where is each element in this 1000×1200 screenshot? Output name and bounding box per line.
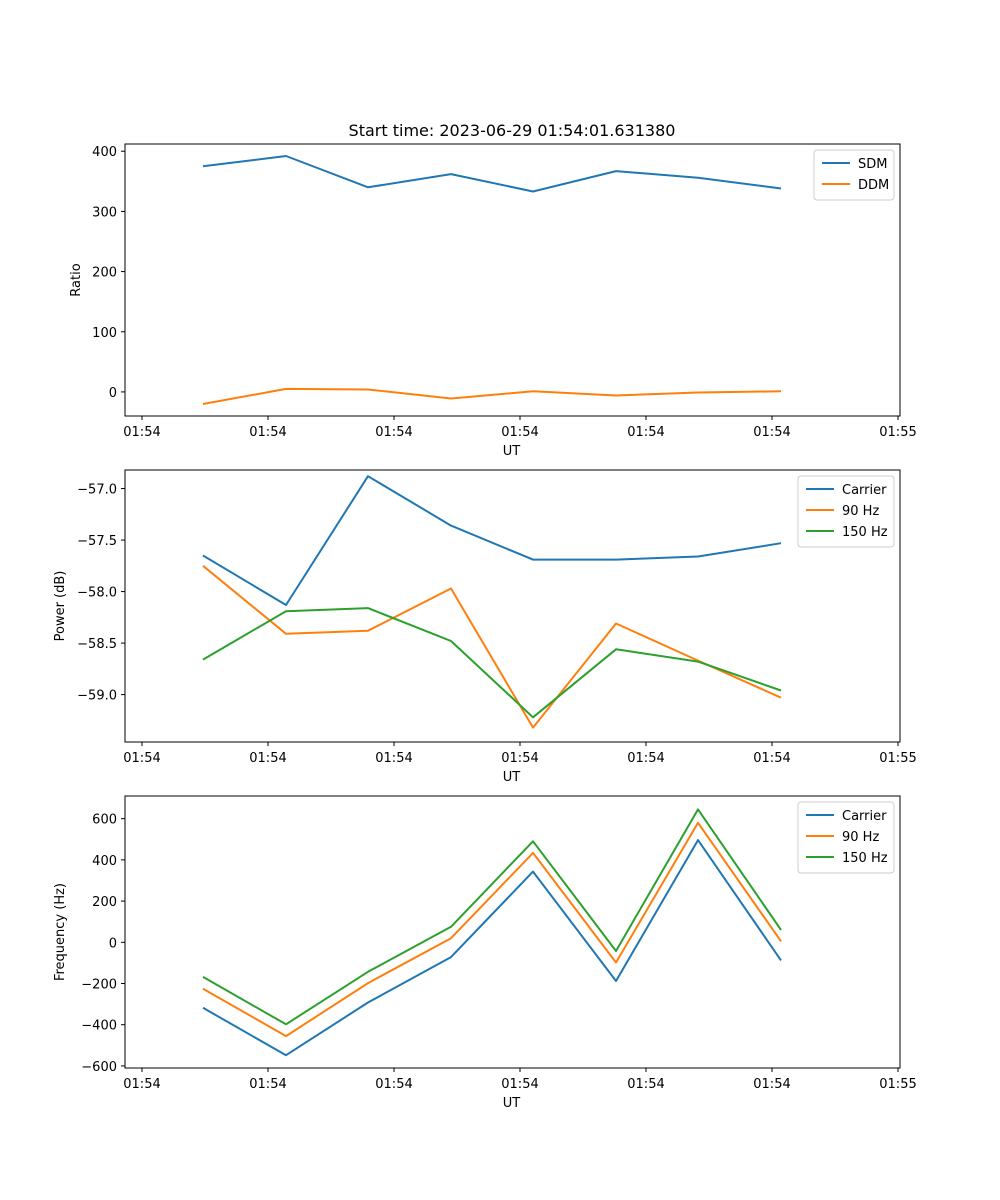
power-y-tick-label: −58.0 xyxy=(77,586,117,601)
ratio-series-line-sdm xyxy=(202,155,782,193)
ratio-y-tick-label: 0 xyxy=(109,386,117,401)
ratio-x-tick-label: 01:54 xyxy=(123,425,160,440)
frequency-legend-label: 150 Hz xyxy=(842,851,888,866)
frequency-x-tick-label: 01:54 xyxy=(627,1077,664,1092)
power-x-tick-label: 01:54 xyxy=(249,751,286,766)
frequency-y-tick-label: −600 xyxy=(81,1060,117,1075)
frequency-legend xyxy=(797,801,895,874)
frequency-y-tick-label: −200 xyxy=(81,978,117,993)
power-y-tick-label: −58.5 xyxy=(77,637,117,652)
frequency-y-tick-label: 0 xyxy=(109,936,117,951)
frequency-y-tick-label: 600 xyxy=(92,813,117,828)
power-panel: 01:54 01:54 01:54 01:54 01:54 01:54 01:55 UT −59… xyxy=(53,469,917,785)
power-x-tick-label: 01:54 xyxy=(753,751,790,766)
figure-title: Start time: 2023-06-29 01:54:01.631380 xyxy=(349,121,676,140)
ratio-x-axis-label: UT xyxy=(503,444,521,459)
ratio-axes-frame xyxy=(124,143,901,417)
power-x-tick-label: 01:54 xyxy=(627,751,664,766)
frequency-y-tick-label: 400 xyxy=(92,854,117,869)
power-axes-frame xyxy=(124,469,901,743)
ratio-x-tick-label: 01:54 xyxy=(375,425,412,440)
ratio-x-tick-label: 01:54 xyxy=(249,425,286,440)
frequency-legend-label: Carrier xyxy=(842,809,887,824)
frequency-legend-label: 90 Hz xyxy=(842,830,879,845)
power-series-line-90-hz xyxy=(202,565,782,729)
frequency-x-tick-label: 01:54 xyxy=(123,1077,160,1092)
ratio-series-line-ddm xyxy=(202,387,782,405)
ratio-y-tick-label: 300 xyxy=(92,205,117,220)
frequency-x-axis-label: UT xyxy=(503,1096,521,1111)
power-x-tick-label: 01:54 xyxy=(501,751,538,766)
frequency-y-tick-label: −400 xyxy=(81,1019,117,1034)
frequency-x-tick-label: 01:54 xyxy=(501,1077,538,1092)
ratio-legend-label: DDM xyxy=(858,178,889,193)
frequency-series-line-90-hz xyxy=(202,821,782,1038)
frequency-y-tick-label: 200 xyxy=(92,895,117,910)
power-y-tick-label: −57.0 xyxy=(77,483,117,498)
frequency-x-tick-label: 01:54 xyxy=(375,1077,412,1092)
power-x-axis-label: UT xyxy=(503,770,521,785)
ratio-x-tick-label: 01:54 xyxy=(753,425,790,440)
ratio-legend-label: SDM xyxy=(858,157,887,172)
power-x-tick-label: 01:55 xyxy=(879,751,916,766)
power-legend xyxy=(797,475,895,548)
power-legend-label: Carrier xyxy=(842,483,887,498)
ratio-y-tick-label: 400 xyxy=(92,145,117,160)
power-y-tick-label: −57.5 xyxy=(77,534,117,549)
power-x-tick-label: 01:54 xyxy=(123,751,160,766)
power-series-line-150-hz xyxy=(202,607,782,719)
ratio-x-tick-label: 01:54 xyxy=(627,425,664,440)
ratio-y-tick-label: 200 xyxy=(92,266,117,281)
frequency-x-tick-label: 01:55 xyxy=(879,1077,916,1092)
frequency-axes-frame xyxy=(124,795,901,1069)
frequency-series-line-carrier xyxy=(202,839,782,1057)
power-x-tick-label: 01:54 xyxy=(375,751,412,766)
power-legend-label: 150 Hz xyxy=(842,525,888,540)
frequency-series-line-150-hz xyxy=(202,808,782,1026)
ratio-panel: 01:54 01:54 01:54 01:54 01:54 01:54 01:55 UT 0 10… xyxy=(69,143,917,459)
ratio-x-tick-label: 01:54 xyxy=(501,425,538,440)
power-series-line-carrier xyxy=(202,475,782,606)
power-legend-label: 90 Hz xyxy=(842,504,879,519)
frequency-x-tick-label: 01:54 xyxy=(753,1077,790,1092)
ratio-y-axis-label: Ratio xyxy=(69,263,84,296)
frequency-y-axis-label: Frequency (Hz) xyxy=(53,883,68,981)
ratio-y-tick-label: 100 xyxy=(92,326,117,341)
frequency-panel: 01:54 01:54 01:54 01:54 01:54 01:54 01:55 UT −60… xyxy=(53,795,917,1111)
power-y-axis-label: Power (dB) xyxy=(53,571,68,642)
ratio-x-tick-label: 01:55 xyxy=(879,425,916,440)
power-y-tick-label: −59.0 xyxy=(77,689,117,704)
frequency-x-tick-label: 01:54 xyxy=(249,1077,286,1092)
